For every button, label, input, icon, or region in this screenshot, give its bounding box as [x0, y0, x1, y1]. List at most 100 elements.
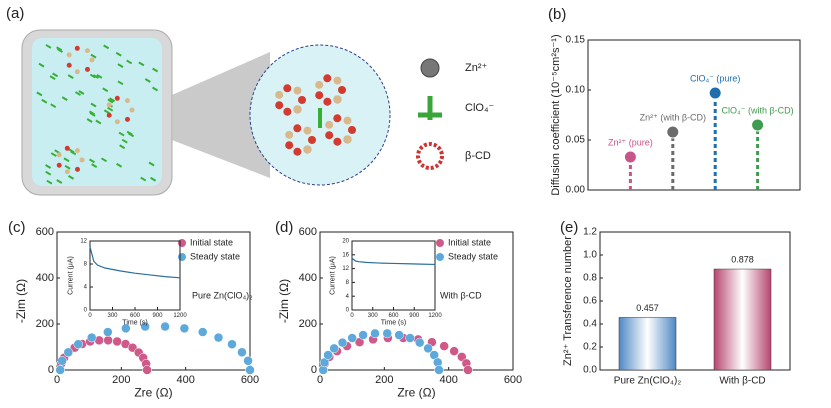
marker: [160, 321, 170, 332]
x-tick-label: 0: [88, 313, 92, 319]
cd-atom: [297, 95, 306, 104]
marker: [140, 321, 150, 332]
cd-atom: [74, 69, 80, 75]
x-tick-label: 300: [368, 313, 379, 319]
x-tick-label: 200: [112, 374, 130, 386]
y-tick-label: 12: [342, 266, 349, 272]
anion: [107, 106, 114, 112]
panel-label: (b): [548, 6, 566, 23]
marker: [227, 339, 237, 349]
anion: [90, 102, 97, 108]
anion: [103, 44, 110, 50]
cd-atom: [293, 147, 302, 156]
x-tick-label: 600: [241, 374, 259, 386]
marker: [329, 343, 339, 354]
cd-atom: [74, 148, 80, 154]
anion: [38, 62, 45, 68]
anion: [90, 53, 97, 59]
anion: [117, 80, 124, 86]
y-axis-label: Current (μA): [330, 256, 337, 295]
anion: [67, 74, 74, 79]
anion: [101, 157, 108, 163]
legend-marker: [436, 239, 444, 247]
zn-icon: [420, 58, 440, 78]
x-tick-label: 400: [439, 374, 457, 386]
cd-atom: [285, 141, 294, 150]
marker: [439, 341, 449, 351]
marker: [243, 356, 253, 366]
x-tick-label: With β-CD: [719, 376, 765, 387]
cd-atom: [74, 45, 80, 51]
marker: [463, 365, 473, 375]
point-label: ClO₄⁻ (with β-CD): [722, 105, 794, 115]
anion: [152, 67, 159, 73]
x-tick-label: 1200: [173, 313, 187, 319]
anion: [150, 176, 157, 182]
x-tick-label: 300: [107, 313, 118, 319]
anion: [140, 176, 147, 182]
anion: [138, 61, 145, 67]
marker: [103, 327, 113, 337]
anion: [107, 98, 114, 104]
marker: [197, 327, 208, 337]
cd-atom: [89, 57, 95, 63]
marker: [358, 330, 368, 340]
y-tick-label: 0: [84, 308, 88, 314]
x-tick-label: 1200: [428, 313, 442, 319]
marker: [179, 323, 190, 334]
y-tick-label: 0.05: [566, 135, 586, 146]
cd-atom: [79, 157, 85, 163]
panel-label: (c): [8, 219, 26, 236]
x-tick-label: 600: [130, 313, 141, 319]
x-tick-label: 900: [409, 313, 420, 319]
cd-atom: [307, 135, 316, 144]
marker: [86, 332, 97, 343]
anion: [152, 86, 159, 92]
anion: [92, 74, 99, 79]
x-tick-label: 600: [504, 374, 522, 386]
marker: [347, 333, 357, 343]
bar: [618, 317, 677, 371]
anion: [49, 75, 56, 81]
simulation-illustration: [21, 29, 444, 196]
cd-atom: [84, 48, 90, 54]
anion: [115, 51, 122, 57]
marker: [103, 335, 113, 346]
x-axis-label: Zre (Ω): [397, 385, 435, 399]
cd-atom: [106, 102, 112, 108]
anion: [50, 152, 57, 157]
cd-atom: [64, 169, 70, 175]
y-tick-label: 200: [36, 318, 54, 330]
panel-label: (e): [560, 219, 578, 236]
anion: [118, 131, 125, 137]
marker: [394, 330, 404, 340]
anion: [36, 91, 43, 97]
anion: [61, 96, 68, 101]
y-tick-label: 600: [36, 226, 54, 238]
y-axis-label: Current (μA): [68, 256, 75, 295]
y-tick-label: 16: [342, 252, 349, 258]
anion: [126, 59, 133, 65]
y-tick-label: 0.8: [583, 273, 597, 284]
cd-atom: [285, 130, 294, 139]
cd-atom: [337, 85, 346, 94]
anion: [41, 98, 48, 104]
y-tick-label: 20: [342, 239, 349, 245]
marker: [449, 346, 459, 356]
cd-atom: [333, 114, 342, 123]
y-tick-label: 0: [311, 364, 317, 376]
marker: [337, 337, 348, 348]
anion: [96, 74, 103, 79]
cd-atom: [293, 105, 302, 114]
annotation: Pure Zn(ClO₄)₂: [192, 290, 253, 300]
inset-line: [351, 257, 436, 266]
cd-atom: [84, 66, 90, 72]
x-tick-label: 200: [375, 374, 393, 386]
point-label: Zn²⁺ (with β-CD): [640, 112, 706, 122]
marker: [423, 343, 433, 354]
cd-atom: [106, 112, 112, 118]
marker: [57, 356, 67, 366]
marker: [370, 328, 380, 339]
cd-atom: [66, 62, 72, 68]
anion: [56, 48, 64, 53]
